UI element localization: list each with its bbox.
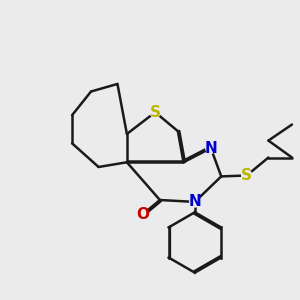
Text: N: N: [205, 141, 217, 156]
Circle shape: [150, 107, 160, 117]
Circle shape: [138, 209, 148, 219]
Text: N: N: [188, 194, 201, 209]
Text: S: S: [150, 105, 161, 120]
Text: S: S: [241, 168, 252, 183]
Circle shape: [242, 170, 252, 181]
Circle shape: [206, 143, 216, 153]
Circle shape: [190, 197, 200, 207]
Text: O: O: [136, 207, 149, 222]
